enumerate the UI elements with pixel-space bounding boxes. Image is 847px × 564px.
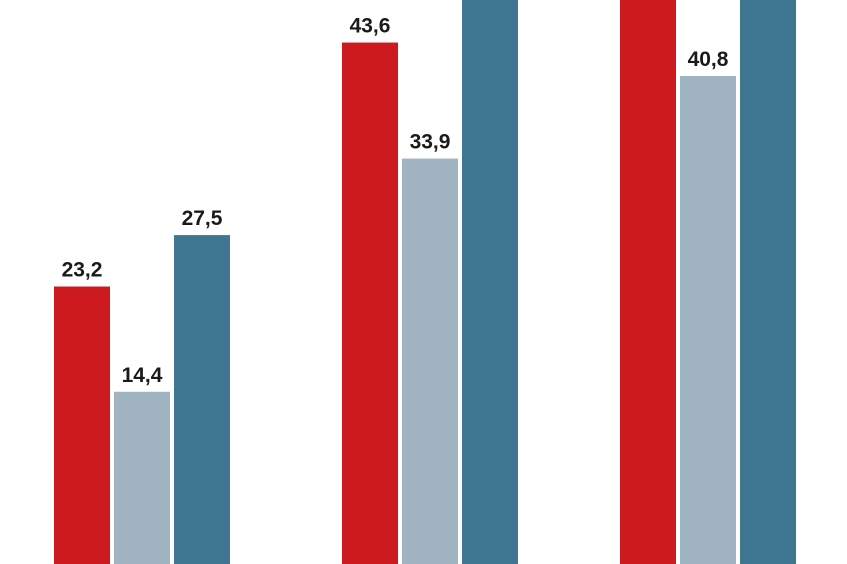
bar-value-label: 43,6	[350, 15, 391, 38]
bar-s3-c2	[462, 0, 518, 564]
bar-s1-c2	[342, 42, 398, 564]
bar-s2-c3	[680, 76, 736, 564]
bar-s3-c3	[740, 0, 796, 564]
bar-s1-c1	[54, 286, 110, 564]
bar-value-label: 23,2	[62, 259, 103, 282]
bar-value-label: 14,4	[122, 364, 163, 387]
bar-s2-c1	[114, 391, 170, 564]
bar-s3-c1	[174, 235, 230, 564]
bar-value-label: 33,9	[410, 131, 451, 154]
bar-s1-c3	[620, 0, 676, 564]
bar-s2-c2	[402, 158, 458, 564]
bar-value-label: 40,8	[688, 48, 729, 71]
bar-value-label: 27,5	[182, 207, 223, 230]
